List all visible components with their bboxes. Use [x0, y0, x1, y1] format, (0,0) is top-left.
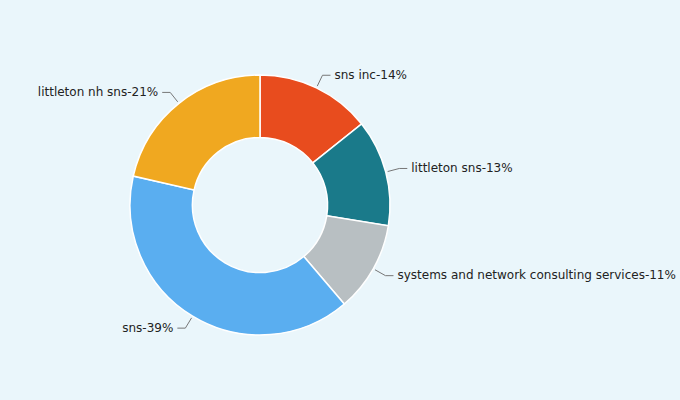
slice-label: littleton sns-13%: [411, 161, 512, 175]
donut-slice: [130, 176, 344, 335]
slice-label: littleton nh sns-21%: [38, 85, 158, 99]
leader-line: [177, 318, 191, 328]
leader-line: [317, 75, 330, 86]
leader-line: [388, 168, 408, 171]
slices: [130, 75, 390, 335]
leader-line: [162, 92, 177, 101]
leader-line: [375, 270, 393, 276]
donut-slice: [313, 124, 390, 226]
chart: sns inc-14% littleton sns-13% systems and …: [0, 0, 680, 400]
labels: sns inc-14% littleton sns-13% systems and …: [38, 68, 676, 335]
slice-label: sns inc-14%: [334, 68, 406, 82]
slice-label: systems and network consulting services-…: [397, 268, 675, 282]
slice-label: sns-39%: [122, 321, 173, 335]
